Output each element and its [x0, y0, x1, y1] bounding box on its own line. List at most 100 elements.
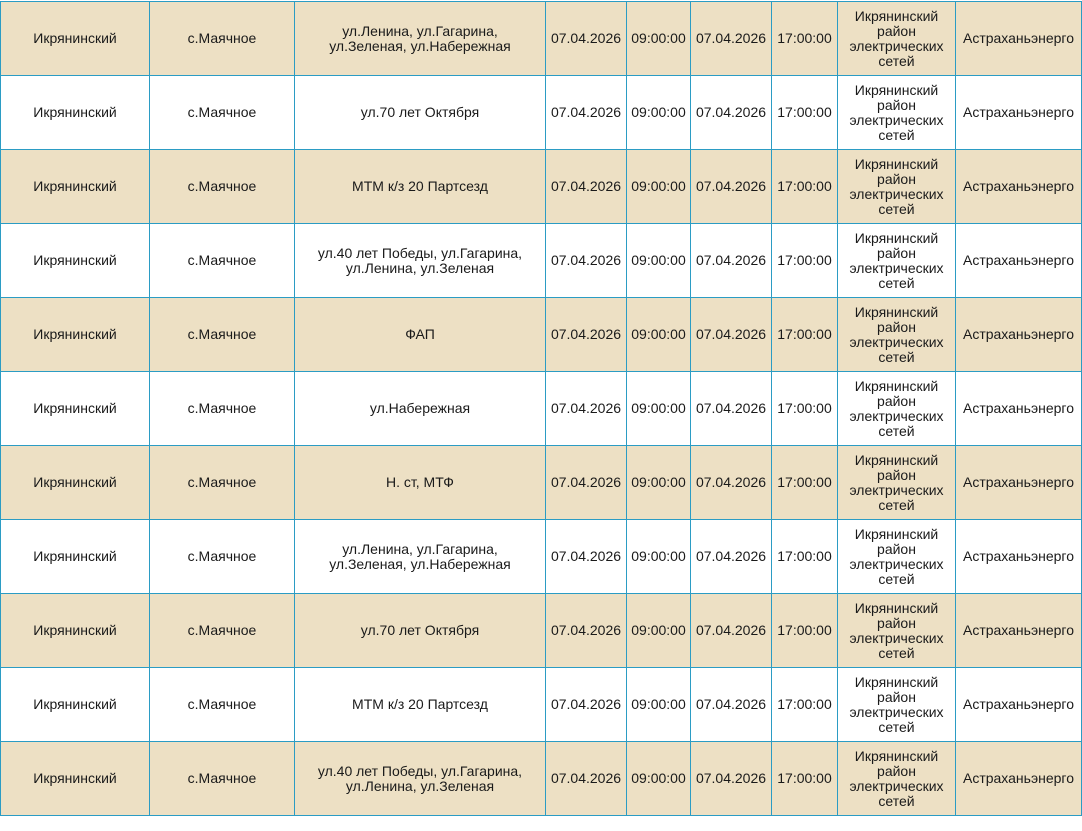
branch-cell: Икрянинский район электрических сетей [837, 149, 956, 224]
company-cell: Астраханьэнерго [955, 741, 1082, 816]
branch-cell: Икрянинский район электрических сетей [837, 1, 956, 76]
end-time-cell: 17:00:00 [771, 741, 838, 816]
start-time-cell: 09:00:00 [626, 149, 691, 224]
end-time-cell: 17:00:00 [771, 371, 838, 446]
settlement-cell: с.Маячное [149, 149, 295, 224]
start-date-cell: 07.04.2026 [545, 297, 627, 372]
start-time-cell: 09:00:00 [626, 593, 691, 668]
address-cell: Н. ст, МТФ [294, 445, 546, 520]
address-cell: ул.70 лет Октября [294, 593, 546, 668]
end-time-cell: 17:00:00 [771, 519, 838, 594]
start-time-cell: 09:00:00 [626, 297, 691, 372]
district-cell: Икрянинский [0, 667, 150, 742]
settlement-cell: с.Маячное [149, 297, 295, 372]
end-time-cell: 17:00:00 [771, 297, 838, 372]
table-row: Икрянинский с.Маячное МТМ к/з 20 Партсезд 0… [0, 149, 1082, 224]
district-cell: Икрянинский [0, 519, 150, 594]
end-date-cell: 07.04.2026 [690, 519, 772, 594]
district-cell: Икрянинский [0, 371, 150, 446]
settlement-cell: с.Маячное [149, 445, 295, 520]
end-date-cell: 07.04.2026 [690, 667, 772, 742]
start-date-cell: 07.04.2026 [545, 519, 627, 594]
table-row: Икрянинский с.Маячное ул.40 лет Победы, ул… [0, 223, 1082, 298]
address-cell: МТМ к/з 20 Партсезд [294, 149, 546, 224]
end-time-cell: 17:00:00 [771, 445, 838, 520]
district-cell: Икрянинский [0, 741, 150, 816]
company-cell: Астраханьэнерго [955, 75, 1082, 150]
company-cell: Астраханьэнерго [955, 297, 1082, 372]
address-cell: ФАП [294, 297, 546, 372]
district-cell: Икрянинский [0, 149, 150, 224]
address-cell: ул.70 лет Октября [294, 75, 546, 150]
address-cell: ул.40 лет Победы, ул.Гагарина, ул.Ленина… [294, 223, 546, 298]
table-row: Икрянинский с.Маячное ул.Ленина, ул.Гагари… [0, 519, 1082, 594]
settlement-cell: с.Маячное [149, 1, 295, 76]
company-cell: Астраханьэнерго [955, 223, 1082, 298]
settlement-cell: с.Маячное [149, 75, 295, 150]
table-row: Икрянинский с.Маячное ул.70 лет Октября 07.… [0, 593, 1082, 668]
district-cell: Икрянинский [0, 297, 150, 372]
table-row: Икрянинский с.Маячное ул.70 лет Октября 07.… [0, 75, 1082, 150]
company-cell: Астраханьэнерго [955, 149, 1082, 224]
branch-cell: Икрянинский район электрических сетей [837, 371, 956, 446]
company-cell: Астраханьэнерго [955, 445, 1082, 520]
start-time-cell: 09:00:00 [626, 75, 691, 150]
branch-cell: Икрянинский район электрических сетей [837, 75, 956, 150]
settlement-cell: с.Маячное [149, 593, 295, 668]
start-date-cell: 07.04.2026 [545, 593, 627, 668]
settlement-cell: с.Маячное [149, 667, 295, 742]
start-date-cell: 07.04.2026 [545, 1, 627, 76]
end-date-cell: 07.04.2026 [690, 75, 772, 150]
table-row: Икрянинский с.Маячное ул.Набережная 07.04.2… [0, 371, 1082, 446]
start-date-cell: 07.04.2026 [545, 223, 627, 298]
branch-cell: Икрянинский район электрических сетей [837, 593, 956, 668]
start-time-cell: 09:00:00 [626, 741, 691, 816]
start-date-cell: 07.04.2026 [545, 149, 627, 224]
end-time-cell: 17:00:00 [771, 75, 838, 150]
end-date-cell: 07.04.2026 [690, 445, 772, 520]
table-row: Икрянинский с.Маячное МТМ к/з 20 Партсезд 0… [0, 667, 1082, 742]
company-cell: Астраханьэнерго [955, 519, 1082, 594]
start-time-cell: 09:00:00 [626, 371, 691, 446]
end-date-cell: 07.04.2026 [690, 149, 772, 224]
address-cell: ул.Ленина, ул.Гагарина, ул.Зеленая, ул.Н… [294, 1, 546, 76]
district-cell: Икрянинский [0, 223, 150, 298]
start-time-cell: 09:00:00 [626, 519, 691, 594]
branch-cell: Икрянинский район электрических сетей [837, 223, 956, 298]
table-row: Икрянинский с.Маячное ФАП 07.04.2026 09:00:0… [0, 297, 1082, 372]
address-cell: ул.Набережная [294, 371, 546, 446]
end-date-cell: 07.04.2026 [690, 593, 772, 668]
branch-cell: Икрянинский район электрических сетей [837, 741, 956, 816]
settlement-cell: с.Маячное [149, 223, 295, 298]
branch-cell: Икрянинский район электрических сетей [837, 297, 956, 372]
address-cell: ул.Ленина, ул.Гагарина, ул.Зеленая, ул.Н… [294, 519, 546, 594]
branch-cell: Икрянинский район электрических сетей [837, 519, 956, 594]
end-date-cell: 07.04.2026 [690, 297, 772, 372]
end-date-cell: 07.04.2026 [690, 223, 772, 298]
end-time-cell: 17:00:00 [771, 223, 838, 298]
settlement-cell: с.Маячное [149, 519, 295, 594]
end-time-cell: 17:00:00 [771, 149, 838, 224]
settlement-cell: с.Маячное [149, 371, 295, 446]
company-cell: Астраханьэнерго [955, 1, 1082, 76]
district-cell: Икрянинский [0, 75, 150, 150]
end-time-cell: 17:00:00 [771, 1, 838, 76]
company-cell: Астраханьэнерго [955, 667, 1082, 742]
end-time-cell: 17:00:00 [771, 667, 838, 742]
address-cell: МТМ к/з 20 Партсезд [294, 667, 546, 742]
district-cell: Икрянинский [0, 445, 150, 520]
branch-cell: Икрянинский район электрических сетей [837, 445, 956, 520]
table-row: Икрянинский с.Маячное ул.40 лет Победы, ул… [0, 741, 1082, 816]
district-cell: Икрянинский [0, 593, 150, 668]
end-date-cell: 07.04.2026 [690, 371, 772, 446]
company-cell: Астраханьэнерго [955, 593, 1082, 668]
start-time-cell: 09:00:00 [626, 445, 691, 520]
end-time-cell: 17:00:00 [771, 593, 838, 668]
company-cell: Астраханьэнерго [955, 371, 1082, 446]
table-row: Икрянинский с.Маячное ул.Ленина, ул.Гагари… [0, 1, 1082, 76]
address-cell: ул.40 лет Победы, ул.Гагарина, ул.Ленина… [294, 741, 546, 816]
start-date-cell: 07.04.2026 [545, 741, 627, 816]
start-time-cell: 09:00:00 [626, 667, 691, 742]
